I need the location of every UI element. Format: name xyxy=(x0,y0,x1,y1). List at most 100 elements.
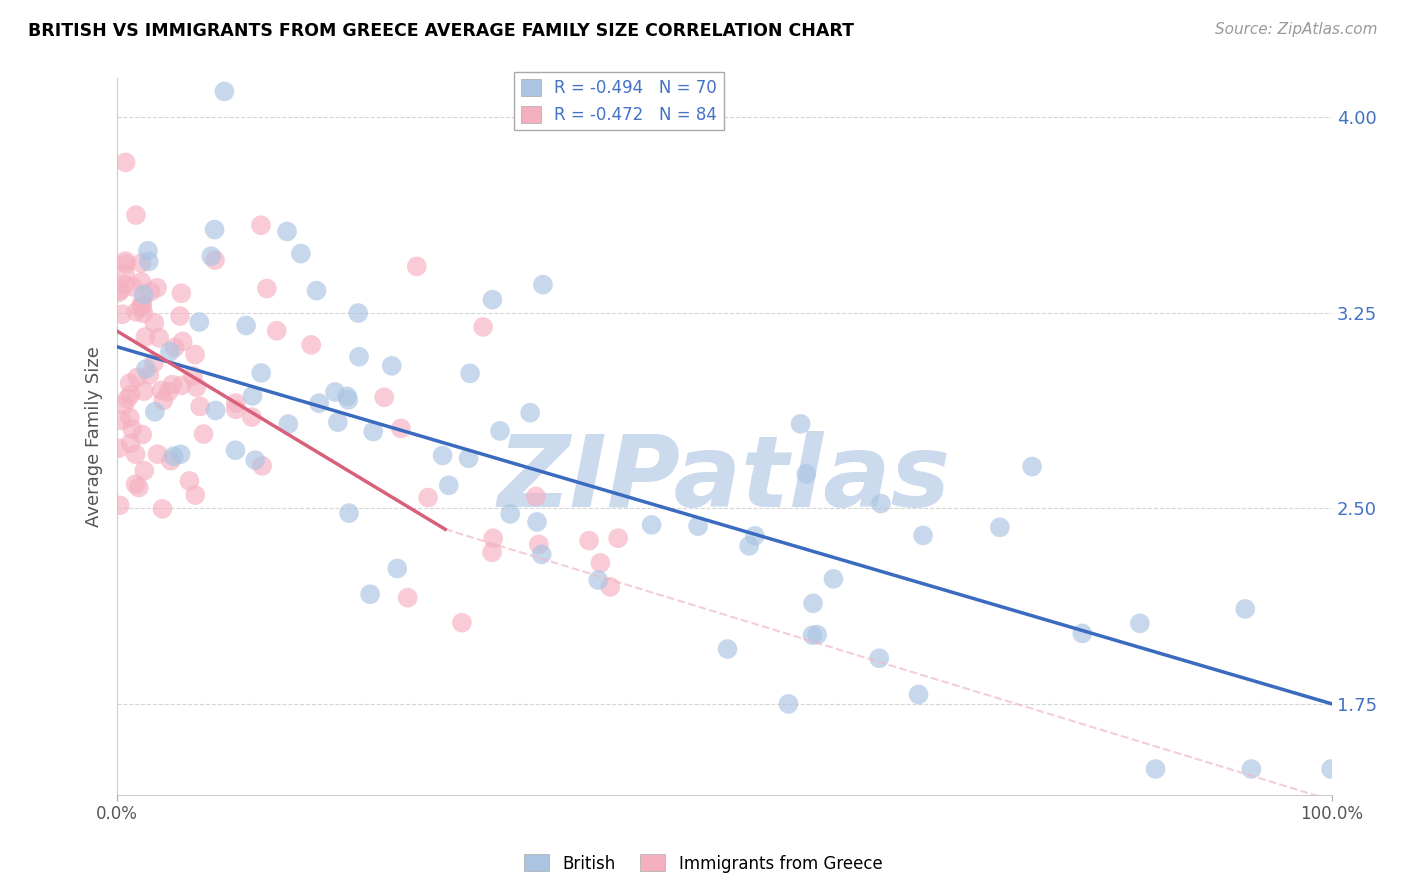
Point xyxy=(169,309,191,323)
Point xyxy=(235,318,257,333)
Point xyxy=(337,392,360,407)
Point xyxy=(451,615,474,630)
Point xyxy=(482,531,505,545)
Point xyxy=(240,410,263,425)
Point xyxy=(124,477,146,491)
Point xyxy=(744,529,766,543)
Text: ZIPatlas: ZIPatlas xyxy=(498,431,950,528)
Point xyxy=(224,443,246,458)
Point xyxy=(868,651,890,665)
Point xyxy=(163,341,186,355)
Point xyxy=(169,447,191,461)
Point xyxy=(170,286,193,301)
Point xyxy=(125,305,148,319)
Point xyxy=(132,384,155,398)
Point xyxy=(1320,762,1343,776)
Point xyxy=(143,356,166,370)
Point xyxy=(225,396,247,410)
Point xyxy=(157,384,180,399)
Point xyxy=(373,390,395,404)
Point xyxy=(524,489,547,503)
Point xyxy=(481,545,503,559)
Point xyxy=(789,417,811,431)
Point xyxy=(806,627,828,641)
Point xyxy=(112,398,135,412)
Point xyxy=(640,517,662,532)
Point xyxy=(148,331,170,345)
Point xyxy=(132,287,155,301)
Point xyxy=(204,403,226,417)
Y-axis label: Average Family Size: Average Family Size xyxy=(86,346,103,527)
Point xyxy=(170,378,193,392)
Point xyxy=(912,528,935,542)
Point xyxy=(114,267,136,281)
Point xyxy=(437,478,460,492)
Point xyxy=(193,427,215,442)
Point xyxy=(245,453,267,467)
Point xyxy=(299,338,322,352)
Point xyxy=(127,370,149,384)
Legend: British, Immigrants from Greece: British, Immigrants from Greece xyxy=(517,847,889,880)
Point xyxy=(347,350,370,364)
Point xyxy=(738,539,761,553)
Point xyxy=(432,449,454,463)
Point xyxy=(120,436,142,450)
Point xyxy=(457,451,479,466)
Point xyxy=(599,580,621,594)
Point xyxy=(114,257,136,271)
Point xyxy=(1129,616,1152,631)
Point xyxy=(188,400,211,414)
Point xyxy=(146,281,169,295)
Legend: R = -0.494   N = 70, R = -0.472   N = 84: R = -0.494 N = 70, R = -0.472 N = 84 xyxy=(515,72,724,130)
Point xyxy=(122,280,145,294)
Point xyxy=(381,359,404,373)
Point xyxy=(387,561,409,575)
Point xyxy=(159,453,181,467)
Point xyxy=(143,405,166,419)
Point xyxy=(499,507,522,521)
Point xyxy=(114,254,136,268)
Point xyxy=(801,596,824,610)
Point xyxy=(907,688,929,702)
Point xyxy=(143,316,166,330)
Point xyxy=(134,330,156,344)
Point xyxy=(336,389,359,403)
Point xyxy=(686,519,709,533)
Point xyxy=(181,369,204,384)
Point xyxy=(131,275,153,289)
Text: BRITISH VS IMMIGRANTS FROM GREECE AVERAGE FAMILY SIZE CORRELATION CHART: BRITISH VS IMMIGRANTS FROM GREECE AVERAG… xyxy=(28,22,853,40)
Point xyxy=(124,447,146,461)
Point xyxy=(146,447,169,461)
Point xyxy=(135,362,157,376)
Point xyxy=(250,219,273,233)
Point xyxy=(131,427,153,442)
Point xyxy=(308,396,330,410)
Point xyxy=(114,277,136,292)
Point xyxy=(519,406,541,420)
Point xyxy=(1021,459,1043,474)
Point xyxy=(530,548,553,562)
Point xyxy=(136,244,159,258)
Point xyxy=(204,253,226,268)
Point xyxy=(225,402,247,417)
Point xyxy=(489,424,512,438)
Point xyxy=(108,499,131,513)
Point xyxy=(152,393,174,408)
Point xyxy=(138,368,160,382)
Point xyxy=(716,642,738,657)
Point xyxy=(184,347,207,361)
Point xyxy=(172,334,194,349)
Point xyxy=(131,256,153,270)
Point xyxy=(250,366,273,380)
Point xyxy=(162,449,184,463)
Point xyxy=(396,591,419,605)
Point xyxy=(1071,626,1094,640)
Point xyxy=(200,249,222,263)
Point xyxy=(131,300,153,314)
Point xyxy=(326,415,349,429)
Point xyxy=(1240,762,1263,776)
Point xyxy=(162,377,184,392)
Point xyxy=(586,573,609,587)
Point xyxy=(159,344,181,359)
Point xyxy=(128,481,150,495)
